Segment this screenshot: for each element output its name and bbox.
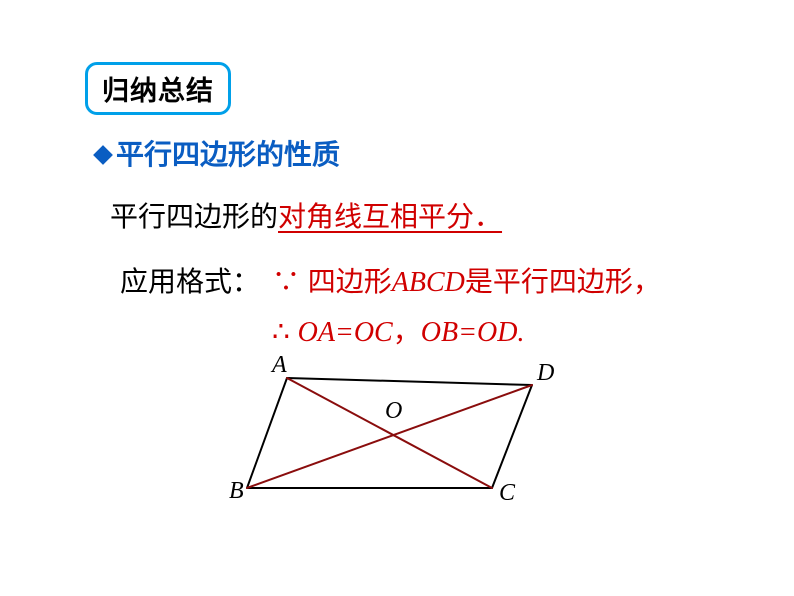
theorem-highlight: 对角线互相平分． bbox=[278, 201, 502, 232]
proof2-eq2: = bbox=[458, 317, 477, 348]
proof2-oa: OA bbox=[298, 317, 335, 348]
proof2-oc: OC bbox=[354, 317, 393, 348]
label-O: O bbox=[385, 398, 402, 425]
proof-line-1: ∵ 四边形ABCD是平行四边形， bbox=[272, 260, 661, 300]
section-title-text: 平行四边形的性质 bbox=[116, 139, 340, 170]
proof-line-2: ∴ OA=OC，OB=OD. bbox=[272, 310, 524, 350]
proof1-post: 是平行四边形， bbox=[465, 266, 661, 297]
proof1-abcd: ABCD bbox=[392, 267, 465, 298]
theorem-line: 平行四边形的对角线互相平分． bbox=[110, 195, 502, 235]
proof2-eq1: = bbox=[335, 317, 354, 348]
label-D: D bbox=[537, 360, 554, 387]
label-C: C bbox=[499, 480, 515, 507]
proof2-end: . bbox=[517, 317, 524, 348]
parallelogram-diagram: A D B C O bbox=[227, 358, 557, 518]
format-label: 应用格式： bbox=[120, 260, 260, 300]
proof2-ob: OB bbox=[421, 317, 458, 348]
proof2-therefore: ∴ bbox=[272, 316, 298, 347]
diamond-icon bbox=[93, 145, 113, 165]
label-B: B bbox=[229, 478, 244, 505]
label-A: A bbox=[272, 352, 287, 379]
theorem-prefix: 平行四边形的 bbox=[110, 201, 278, 232]
proof1-pre: ∵ 四边形 bbox=[272, 266, 392, 297]
proof2-sep: ， bbox=[393, 316, 421, 347]
section-title: 平行四边形的性质 bbox=[96, 133, 340, 173]
proof2-od: OD bbox=[477, 317, 517, 348]
summary-box: 归纳总结 bbox=[85, 62, 231, 115]
summary-box-text: 归纳总结 bbox=[102, 76, 214, 106]
